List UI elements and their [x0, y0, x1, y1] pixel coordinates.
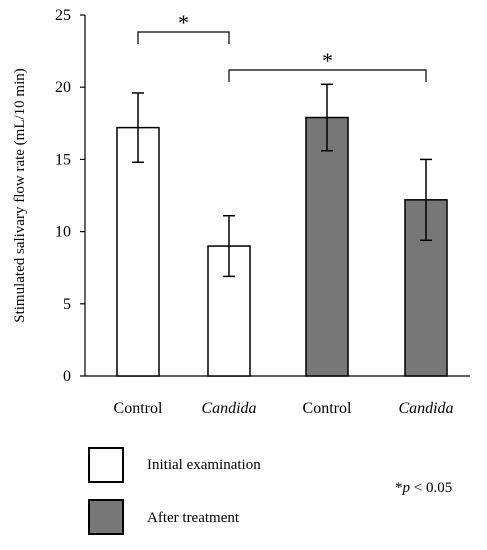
y-tick-label: 5 [63, 296, 71, 313]
y-tick-label: 15 [55, 151, 71, 168]
y-tick-label: 10 [55, 224, 71, 241]
bar [306, 118, 348, 376]
significance-star: * [178, 10, 189, 35]
y-tick-label: 20 [55, 79, 71, 96]
category-label: Candida [201, 400, 256, 417]
y-tick-label: 0 [63, 368, 71, 385]
significance-star: * [322, 48, 333, 73]
category-label: Control [114, 400, 163, 417]
bar [117, 128, 159, 376]
category-label: Candida [398, 400, 453, 417]
category-label: Control [303, 400, 352, 417]
y-tick-label: 25 [55, 7, 71, 24]
y-axis-label: Stimulated salivary flow rate (mL/10 min… [12, 68, 28, 323]
